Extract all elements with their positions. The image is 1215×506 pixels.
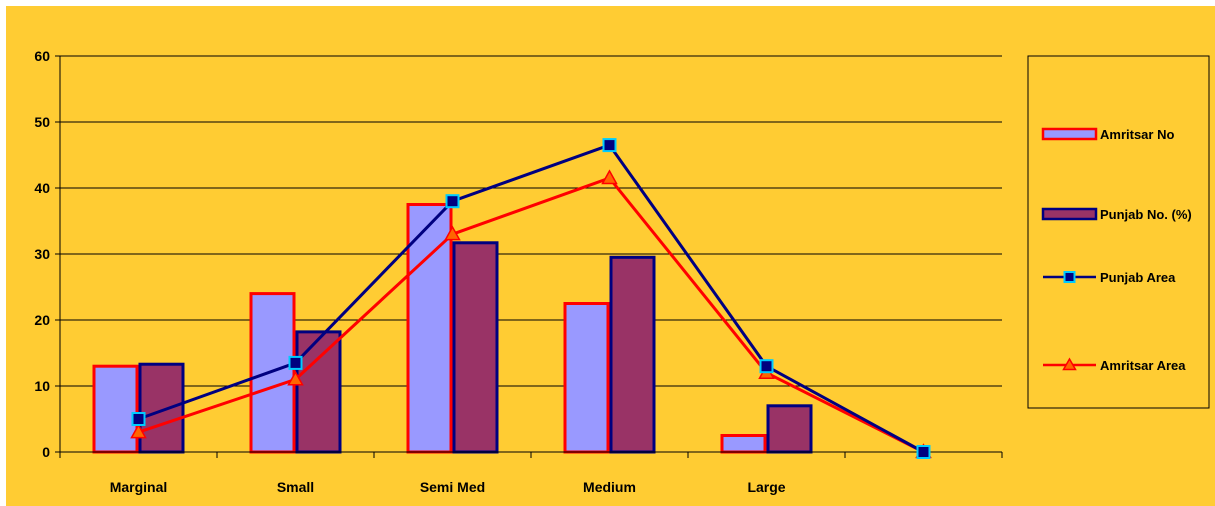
point-punjab-area-0 [131,412,146,426]
legend-punjab-area-label: Punjab Area [1100,270,1176,285]
legend-amritsar-area-label: Amritsar Area [1100,358,1186,373]
x-tick-label: Semi Med [420,479,485,495]
series-lines [130,138,932,459]
point-punjab-area-end [916,445,931,459]
bar-amritsar-no-3 [563,302,610,454]
bar-punjab-no-1 [295,330,342,454]
point-punjab-area-3 [602,138,617,153]
axes [55,55,1003,458]
tick-labels: 0 10 20 30 40 50 60 Marginal Small Semi Med Medium… [34,48,785,495]
legend-amritsar-no-label: Amritsar No [1100,127,1174,142]
point-punjab-area-2 [445,194,460,209]
bar-amritsar-no-4 [720,434,767,454]
x-tick-label: Small [277,479,314,495]
y-tick-label: 30 [34,246,50,262]
point-amritsar-area-1 [287,370,304,386]
legend-amritsar-no-swatch [1041,127,1098,141]
legend-punjab-area-marker [1063,271,1076,283]
y-tick-label: 10 [34,378,50,394]
bar-punjab-no-0 [138,362,185,454]
y-tick-label: 0 [42,444,50,460]
y-tick-label: 20 [34,312,50,328]
grid-lines [60,55,1002,387]
bar-amritsar-no-0 [92,364,139,454]
line-punjab-area [137,143,925,454]
x-tick-label: Large [747,479,785,495]
bar-amritsar-no-1 [249,292,296,454]
x-tick-label: Marginal [110,479,168,495]
bar-punjab-no-4 [766,404,813,454]
point-amritsar-area-0 [130,423,147,439]
point-amritsar-area-3 [601,169,618,185]
x-tick-label: Medium [583,479,636,495]
legend: Amritsar No Punjab No. (%) Punjab Area Amri… [1027,55,1210,409]
line-amritsar-area [138,176,925,454]
point-amritsar-area-2 [444,225,461,241]
point-punjab-area-4 [759,359,774,374]
y-tick-label: 40 [34,180,50,196]
bar-punjab-no-3 [609,255,656,454]
point-punjab-area-1 [288,355,303,370]
bar-punjab-no-2 [452,241,499,454]
legend-punjab-no-label: Punjab No. (%) [1100,207,1192,222]
y-tick-label: 50 [34,114,50,130]
bars [92,203,813,454]
legend-amritsar-area-marker [1062,357,1077,371]
legend-box [1027,55,1210,409]
y-tick-label: 60 [34,48,50,64]
legend-punjab-no-swatch [1041,207,1098,221]
